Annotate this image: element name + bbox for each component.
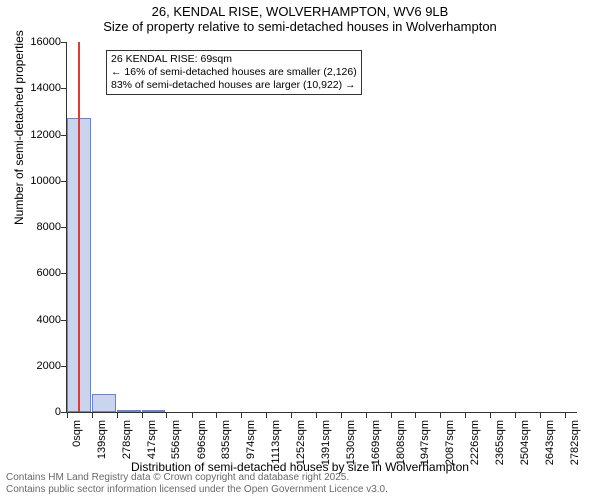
attribution: Contains HM Land Registry data © Crown c…	[6, 472, 388, 496]
attribution-line-1: Contains HM Land Registry data © Crown c…	[6, 472, 388, 484]
x-tick-label: 696sqm	[196, 420, 208, 459]
histogram-bar	[142, 410, 166, 412]
x-tick-label: 835sqm	[220, 420, 232, 459]
y-tick-label: 4000	[37, 314, 61, 326]
x-tick	[465, 412, 466, 418]
x-tick	[490, 412, 491, 418]
histogram-bar	[92, 394, 116, 413]
x-tick	[391, 412, 392, 418]
x-tick-label: 2226sqm	[469, 420, 481, 465]
x-tick	[341, 412, 342, 418]
x-tick-label: 2643sqm	[544, 420, 556, 465]
x-tick	[515, 412, 516, 418]
y-tick	[61, 42, 67, 43]
annotation-line-3: 83% of semi-detached houses are larger (…	[111, 79, 357, 92]
x-tick	[266, 412, 267, 418]
highlight-line	[78, 42, 80, 412]
x-tick	[192, 412, 193, 418]
x-tick	[241, 412, 242, 418]
annotation-line-2: ← 16% of semi-detached houses are smalle…	[111, 66, 357, 79]
y-tick-label: 0	[55, 406, 61, 418]
x-tick	[291, 412, 292, 418]
x-tick	[67, 412, 68, 418]
x-tick-label: 1530sqm	[345, 420, 357, 465]
x-tick-label: 417sqm	[146, 420, 158, 459]
x-tick-label: 0sqm	[71, 420, 83, 447]
x-tick	[316, 412, 317, 418]
page-subtitle: Size of property relative to semi-detach…	[0, 19, 600, 34]
x-tick-label: 2087sqm	[444, 420, 456, 465]
annotation-line-1: 26 KENDAL RISE: 69sqm	[111, 53, 357, 66]
x-tick-label: 2365sqm	[494, 420, 506, 465]
x-tick	[540, 412, 541, 418]
x-tick-label: 2504sqm	[519, 420, 531, 465]
y-tick-label: 10000	[30, 175, 61, 187]
x-tick-label: 2782sqm	[569, 420, 581, 465]
y-tick-label: 16000	[30, 36, 61, 48]
x-tick-label: 974sqm	[245, 420, 257, 459]
x-tick-label: 1113sqm	[270, 420, 282, 464]
histogram-bar	[117, 410, 141, 412]
x-tick	[142, 412, 143, 418]
x-tick-label: 278sqm	[121, 420, 133, 459]
x-tick-label: 1669sqm	[370, 420, 382, 465]
y-axis-label: Number of semi-detached properties	[12, 30, 26, 225]
x-tick	[92, 412, 93, 418]
x-tick	[440, 412, 441, 418]
x-tick-label: 556sqm	[170, 420, 182, 459]
x-tick-label: 139sqm	[96, 420, 108, 459]
x-tick	[415, 412, 416, 418]
page-title: 26, KENDAL RISE, WOLVERHAMPTON, WV6 9LB	[0, 4, 600, 19]
x-tick	[166, 412, 167, 418]
annotation-box: 26 KENDAL RISE: 69sqm ← 16% of semi-deta…	[106, 50, 362, 95]
y-tick-label: 14000	[30, 82, 61, 94]
y-tick-label: 12000	[30, 129, 61, 141]
y-tick-label: 8000	[37, 221, 61, 233]
x-tick	[565, 412, 566, 418]
x-tick-label: 1252sqm	[295, 420, 307, 465]
x-tick-label: 1808sqm	[395, 420, 407, 465]
y-tick	[61, 88, 67, 89]
x-tick	[117, 412, 118, 418]
attribution-line-2: Contains public sector information licen…	[6, 484, 388, 496]
x-tick-label: 1947sqm	[419, 420, 431, 465]
y-tick-label: 6000	[37, 267, 61, 279]
chart-plot: 02000400060008000100001200014000160000sq…	[66, 42, 577, 413]
x-tick	[366, 412, 367, 418]
y-tick-label: 2000	[37, 360, 61, 372]
x-tick-label: 1391sqm	[320, 420, 332, 465]
x-tick	[216, 412, 217, 418]
chart-area: 02000400060008000100001200014000160000sq…	[66, 42, 576, 412]
